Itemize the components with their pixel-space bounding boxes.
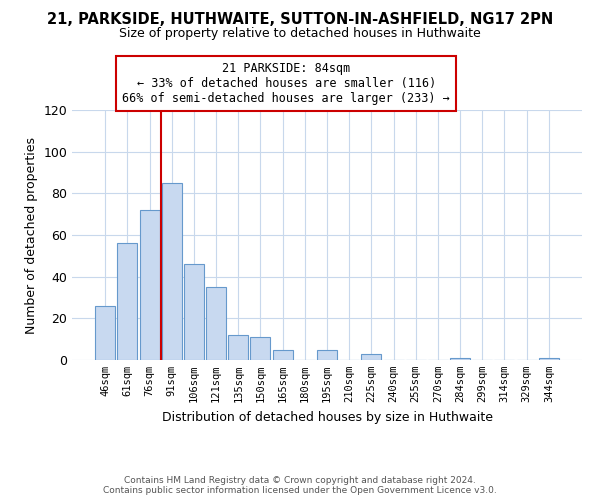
Bar — [184, 264, 204, 360]
Bar — [228, 335, 248, 360]
Bar — [140, 210, 160, 360]
Bar — [95, 306, 115, 360]
Bar — [206, 287, 226, 360]
Text: 21 PARKSIDE: 84sqm
← 33% of detached houses are smaller (116)
66% of semi-detach: 21 PARKSIDE: 84sqm ← 33% of detached hou… — [122, 62, 450, 105]
Bar — [317, 350, 337, 360]
Y-axis label: Number of detached properties: Number of detached properties — [25, 136, 38, 334]
Text: Size of property relative to detached houses in Huthwaite: Size of property relative to detached ho… — [119, 28, 481, 40]
Text: 21, PARKSIDE, HUTHWAITE, SUTTON-IN-ASHFIELD, NG17 2PN: 21, PARKSIDE, HUTHWAITE, SUTTON-IN-ASHFI… — [47, 12, 553, 28]
Bar — [250, 337, 271, 360]
Bar — [539, 358, 559, 360]
X-axis label: Distribution of detached houses by size in Huthwaite: Distribution of detached houses by size … — [161, 410, 493, 424]
Bar — [272, 350, 293, 360]
Bar — [361, 354, 382, 360]
Bar — [118, 244, 137, 360]
Text: Contains HM Land Registry data © Crown copyright and database right 2024.
Contai: Contains HM Land Registry data © Crown c… — [103, 476, 497, 495]
Bar — [450, 358, 470, 360]
Bar — [162, 183, 182, 360]
